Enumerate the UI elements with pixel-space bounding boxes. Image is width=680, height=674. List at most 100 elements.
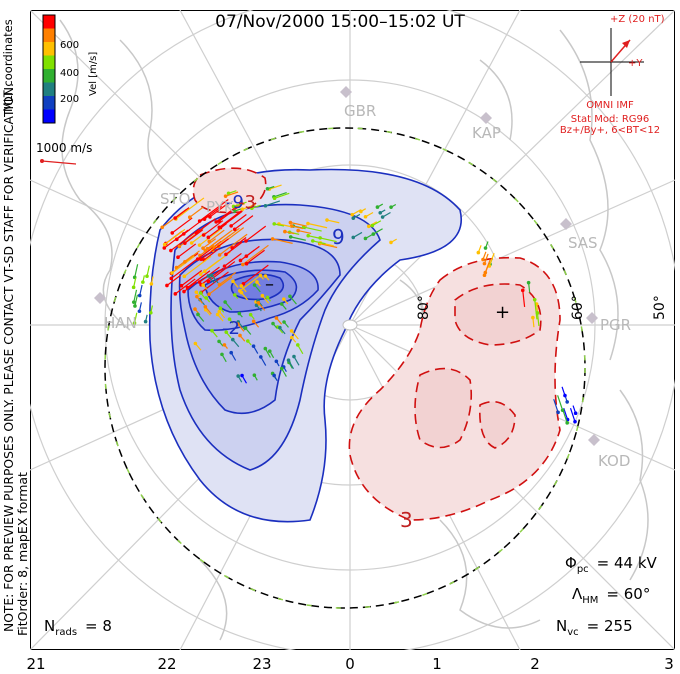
velocity-vector-origin [169, 276, 174, 281]
velocity-vector-origin [556, 410, 560, 415]
velocity-vector-origin [202, 269, 207, 274]
velocity-vector-origin [288, 220, 293, 225]
hm-boundary-vector [152, 219, 157, 225]
imf-source: OMNI IMF [586, 100, 634, 111]
velocity-vector-origin [217, 309, 222, 314]
velocity-vector [308, 235, 320, 239]
velocity-vector-origin [251, 344, 256, 348]
velocity-vector [230, 214, 247, 227]
velocity-vector-origin [137, 293, 142, 298]
velocity-vector-origin [207, 292, 211, 296]
radar-label-sto: STO [160, 190, 191, 208]
velocity-vector-origin [267, 349, 272, 353]
velocity-vector-origin [288, 235, 293, 239]
velocity-vector-origin [197, 280, 202, 284]
velocity-vector-origin [229, 350, 234, 355]
velocity-vector-origin [141, 280, 145, 284]
velocity-vector-origin [289, 329, 294, 333]
velocity-vector-origin [265, 295, 270, 300]
velocity-vector [484, 259, 491, 273]
hm-boundary-vector [107, 325, 110, 331]
velocity-vector-origin [274, 359, 279, 364]
colorbar-tick-400: 400 [60, 68, 79, 79]
velocity-vector-origin [223, 194, 228, 198]
velocity-vector-origin [222, 264, 227, 268]
velocity-vector-origin [133, 304, 137, 308]
radar-site-markers [94, 86, 600, 446]
hm-boundary-vector [498, 548, 503, 553]
velocity-vector-origin [240, 207, 245, 211]
colorbar-swatch [43, 96, 55, 110]
hm-boundary-vectors [104, 127, 586, 609]
velocity-vector [204, 205, 222, 220]
velocity-vector-origin [565, 421, 569, 425]
velocity-vector-origin [573, 419, 577, 424]
velocity-vector-origin [224, 252, 228, 257]
velocity-vector-origin [174, 237, 179, 242]
velocity-vector [171, 255, 195, 274]
velocity-vector [183, 281, 197, 292]
velocity-vector [208, 229, 225, 242]
velocity-vector-origin [483, 246, 488, 250]
velocity-vector-origin [279, 302, 284, 306]
velocity-vector [326, 219, 340, 224]
potential-max-marker: + [495, 302, 510, 323]
velocity-vector-origin [260, 293, 265, 298]
colorbar-border [42, 14, 56, 124]
hm-boundary-vector [386, 130, 392, 134]
velocity-vector [203, 220, 224, 236]
velocity-vector-origin [265, 186, 270, 191]
velocity-vector [219, 233, 248, 256]
velocity-vector-origin [306, 221, 310, 226]
velocity-vector [233, 201, 247, 208]
velocity-vector [240, 249, 255, 261]
velocity-vector-origin [173, 216, 177, 220]
velocity-vector-origin [237, 311, 242, 316]
velocity-vector-origin [215, 312, 220, 317]
velocity-vector-origin [239, 284, 244, 288]
velocity-vector-origin [272, 196, 277, 201]
velocity-vector-origin [532, 297, 537, 302]
hm-boundary-vector [223, 574, 230, 579]
velocity-vector-origin [282, 320, 286, 324]
velocity-vector-origin [193, 307, 197, 311]
velocity-vector-origin [220, 352, 224, 357]
velocity-vector [181, 270, 203, 287]
radar-label-pgr: PGR [600, 316, 631, 334]
velocity-vector-origin [351, 235, 356, 240]
hm-boundary-vector [123, 269, 127, 275]
coordinate-label: MLT coordinates [1, 19, 15, 112]
velocity-vector [164, 228, 186, 246]
velocity-vector [189, 206, 204, 218]
latitude-label-80: 80° [416, 295, 432, 320]
velocity-vector-origin [318, 236, 322, 240]
chart-title: 07/Nov/2000 15:00–15:02 UT [215, 12, 465, 32]
velocity-vector [177, 243, 197, 258]
velocity-vector-origin [160, 225, 164, 230]
velocity-vector-origin [565, 400, 569, 404]
velocity-vector [278, 223, 291, 228]
hm-boundary-vector [217, 161, 223, 166]
velocity-vector [224, 252, 242, 267]
velocity-vector-origin [236, 374, 240, 378]
velocity-vector-origin [482, 261, 487, 266]
velocity-vector [183, 255, 212, 277]
velocity-vector-origin [149, 311, 153, 315]
hm-boundary-vector [492, 178, 498, 183]
velocity-vector-origin [526, 280, 531, 285]
velocity-vector-origin [274, 316, 279, 320]
velocity-vector-origin [272, 373, 276, 378]
hm-boundary-vector [581, 397, 584, 403]
hm-boundary-vector [573, 297, 577, 303]
velocity-vector-origin [187, 215, 192, 220]
velocity-vector-origin [227, 317, 232, 321]
radar-label-han: HAN [104, 314, 137, 332]
velocity-vector-origin [137, 309, 142, 314]
velocity-vector [273, 192, 287, 198]
hm-boundary-vector [553, 480, 558, 486]
velocity-vector-origin [573, 411, 578, 416]
velocity-vector-origin [306, 233, 311, 238]
velocity-vector-origin [206, 235, 211, 240]
velocity-vector [231, 237, 247, 249]
imf-model-line-1: Stat Mod: RG96 [571, 114, 650, 125]
